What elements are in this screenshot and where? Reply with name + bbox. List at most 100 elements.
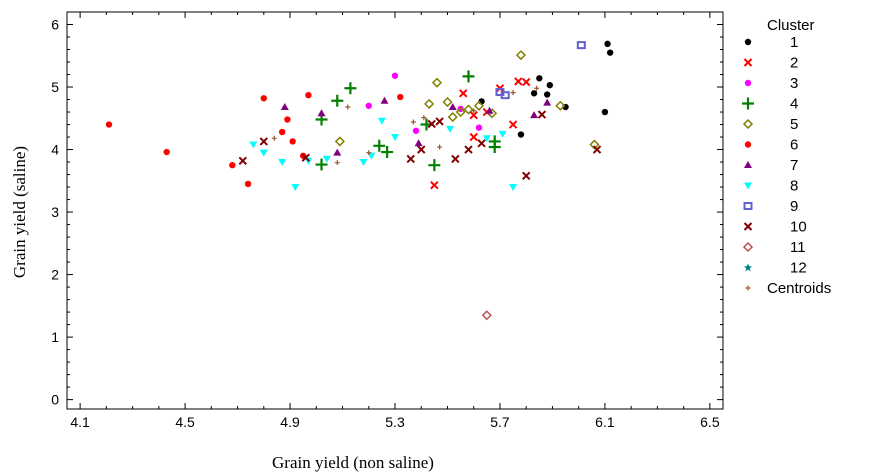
data-point [430, 180, 439, 190]
data-point [451, 154, 460, 164]
data-points [105, 40, 614, 321]
legend-label: 1 [790, 34, 798, 51]
data-point [406, 154, 415, 164]
y-tick-label: 4 [51, 142, 59, 158]
data-point [589, 139, 600, 150]
data-point [291, 184, 300, 192]
legend-marker [744, 263, 752, 272]
data-point [417, 145, 426, 154]
legend-label: 12 [790, 260, 807, 277]
data-point [333, 148, 342, 156]
data-point [359, 159, 368, 167]
x-axis-label: Grain yield (non saline) [272, 453, 434, 472]
data-point [105, 121, 113, 128]
data-point [421, 115, 427, 121]
data-point [391, 72, 399, 79]
data-point [514, 77, 523, 86]
data-point [305, 91, 312, 99]
data-point [517, 131, 525, 138]
data-point [315, 158, 328, 171]
data-point [244, 180, 252, 188]
data-point [442, 96, 453, 108]
data-point [344, 82, 357, 95]
legend-label: 11 [790, 239, 806, 256]
data-point [477, 139, 486, 148]
data-point [604, 40, 611, 48]
data-point [238, 156, 248, 166]
data-point [259, 137, 269, 146]
data-point [601, 108, 609, 116]
data-point [391, 134, 399, 142]
legend-marker [744, 38, 752, 46]
data-point [345, 104, 351, 110]
data-point [435, 117, 444, 126]
data-point [521, 77, 531, 87]
y-tick-label: 5 [51, 79, 59, 95]
axis-ticks: 4.1 4.5 4.9 5.3 5.7 6.1 6.5 0 1 2 3 4 5 6 [51, 12, 723, 430]
x-tick-label: 5.7 [490, 414, 510, 430]
data-point [463, 104, 474, 115]
data-point [543, 98, 552, 106]
data-point [229, 161, 236, 169]
legend-marker [742, 241, 754, 253]
x-tick-label: 4.9 [280, 414, 300, 430]
data-point [365, 102, 372, 109]
data-point [534, 85, 540, 91]
legend-label: 6 [790, 137, 798, 154]
legend-label: 4 [790, 96, 798, 113]
data-point [576, 41, 586, 50]
y-tick-label: 0 [51, 392, 59, 408]
data-point [488, 141, 501, 154]
data-point [508, 120, 518, 129]
data-point [289, 138, 296, 145]
data-point [462, 70, 475, 83]
data-point [543, 91, 551, 98]
legend-label: Centroids [767, 280, 831, 297]
data-point [469, 132, 478, 142]
x-tick-label: 5.3 [385, 414, 405, 430]
data-point [448, 103, 457, 111]
data-point [284, 116, 291, 123]
data-point [373, 139, 386, 152]
data-point [428, 159, 441, 172]
data-point [317, 109, 326, 117]
data-point [249, 141, 258, 149]
legend-marker [743, 202, 753, 210]
legend-label: 5 [790, 116, 798, 133]
data-point [536, 75, 543, 82]
legend-marker [742, 97, 754, 110]
data-point [334, 160, 340, 166]
data-point [427, 119, 436, 129]
x-tick-label: 6.5 [700, 414, 720, 430]
data-point [410, 119, 416, 125]
data-point [280, 103, 289, 111]
data-point [260, 95, 267, 102]
legend-label: 2 [790, 55, 798, 72]
legend-title: Cluster [767, 17, 815, 34]
x-tick-label: 6.1 [595, 414, 615, 430]
legend-marker [744, 141, 752, 148]
data-point [521, 171, 531, 181]
y-tick-label: 2 [51, 267, 59, 283]
legend-marker [745, 285, 751, 291]
data-point [424, 98, 435, 109]
data-point [447, 111, 458, 123]
data-point [446, 125, 455, 133]
data-point [381, 146, 394, 159]
legend-marker [742, 118, 754, 130]
data-point [515, 50, 527, 61]
legend-marker [744, 79, 752, 87]
data-point [278, 128, 286, 136]
data-point [464, 145, 473, 154]
data-point [271, 135, 277, 141]
data-point [437, 144, 443, 150]
data-point [469, 110, 478, 120]
legend-marker [744, 182, 752, 190]
x-tick-label: 4.5 [175, 414, 195, 430]
data-point [530, 111, 539, 119]
x-tick-label: 4.1 [70, 414, 90, 430]
data-point [473, 100, 485, 111]
data-point [377, 117, 386, 125]
